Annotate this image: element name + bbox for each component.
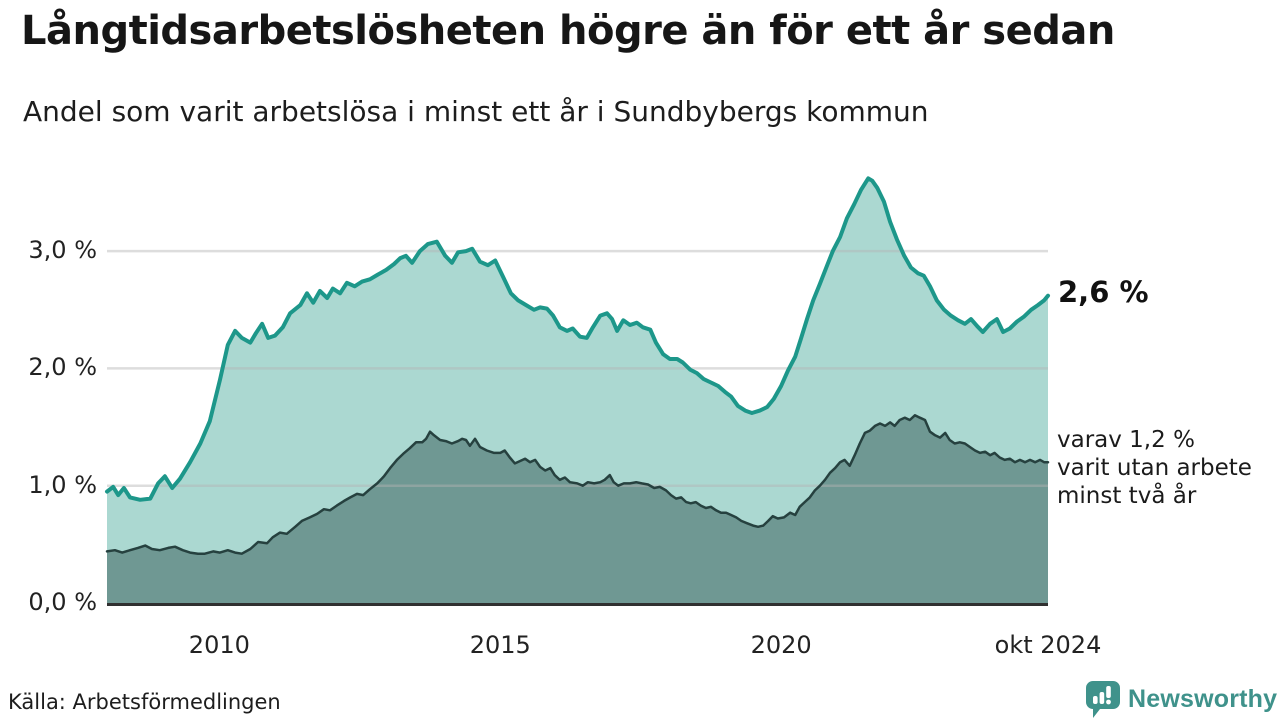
- two-year-annotation-line2: varit utan arbete: [1057, 455, 1252, 481]
- latest-value-annotation: 2,6 %: [1058, 275, 1149, 309]
- y-tick-label-3: 3,0 %: [28, 236, 97, 265]
- bar-chart-speech-bubble-icon: [1086, 681, 1120, 718]
- two-year-annotation-line3: minst två år: [1057, 483, 1197, 509]
- y-tick-label-2: 2,0 %: [28, 353, 97, 382]
- y-tick-label-1: 1,0 %: [28, 470, 97, 499]
- y-tick-label-0: 0,0 %: [28, 588, 97, 616]
- logo-wordmark: Newsworthy: [1128, 685, 1278, 713]
- series-fill-1: [107, 415, 1048, 603]
- x-tick-label-okt-2024: okt 2024: [994, 631, 1102, 659]
- source-credit: Källa: Arbetsförmedlingen: [8, 690, 281, 714]
- x-tick-label-2020: 2020: [750, 631, 812, 659]
- x-tick-label-2015: 2015: [469, 631, 531, 659]
- page-title: Långtidsarbetslösheten högre än för ett …: [21, 8, 1115, 54]
- series-line-1: [105, 414, 1050, 555]
- x-tick-label-2010: 2010: [188, 631, 250, 659]
- two-year-annotation: varav 1,2 % varit utan arbete minst två …: [1057, 426, 1252, 510]
- newsworthy-logo: Newsworthy: [1086, 681, 1277, 718]
- two-year-annotation-line1: varav 1,2 %: [1057, 427, 1195, 453]
- page-subtitle: Andel som varit arbetslösa i minst ett å…: [23, 95, 929, 128]
- series-line-0: [105, 176, 1050, 502]
